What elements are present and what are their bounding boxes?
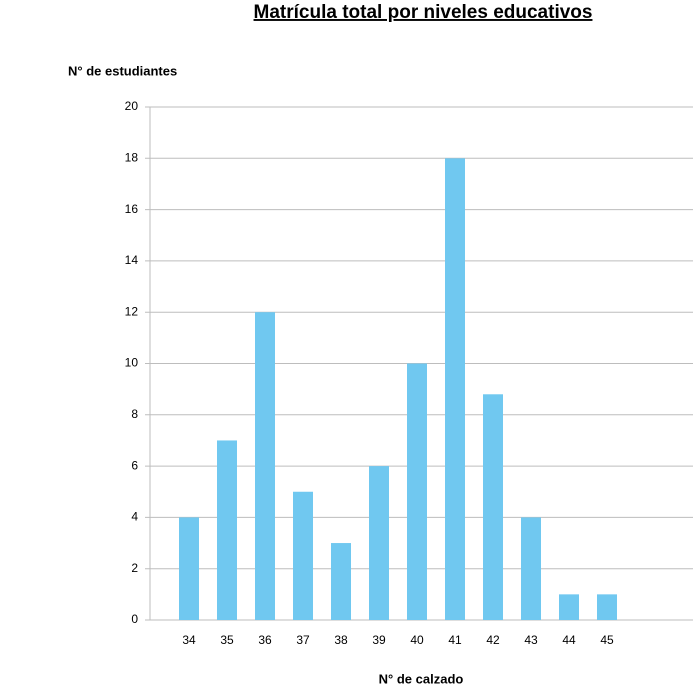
bar [521,517,541,620]
x-tick-label: 36 [258,633,272,647]
bar [293,491,313,620]
y-tick-label: 14 [125,253,139,267]
y-tick-label: 20 [125,99,139,113]
x-axis-title: N° de calzado [379,671,464,686]
x-tick-label: 42 [486,633,500,647]
bar [179,517,199,620]
bar [255,312,275,620]
x-tick-label: 45 [600,633,614,647]
x-tick-label: 44 [562,633,576,647]
y-tick-label: 12 [125,304,139,318]
x-tick-label: 39 [372,633,386,647]
y-tick-label: 8 [131,407,138,421]
x-tick-label: 37 [296,633,310,647]
y-tick-label: 0 [131,612,138,626]
bar [559,594,579,620]
bar [445,158,465,621]
x-tick-label: 35 [220,633,234,647]
y-axis-title: N° de estudiantes [68,63,177,78]
bar [369,466,389,620]
x-tick-label: 38 [334,633,348,647]
bar [597,594,617,620]
x-tick-label: 34 [182,633,196,647]
bar [407,363,427,620]
y-tick-label: 6 [131,458,138,472]
x-tick-label: 43 [524,633,538,647]
y-tick-label: 4 [131,510,138,524]
y-tick-label: 16 [125,202,139,216]
bar [217,440,237,620]
chart-title: Matrícula total por niveles educativos [254,2,593,23]
y-tick-label: 18 [125,150,139,164]
x-tick-label: 40 [410,633,424,647]
bar [483,394,503,620]
y-tick-label: 10 [125,356,139,370]
x-tick-label: 41 [448,633,462,647]
bar [331,543,351,620]
y-tick-label: 2 [131,561,138,575]
